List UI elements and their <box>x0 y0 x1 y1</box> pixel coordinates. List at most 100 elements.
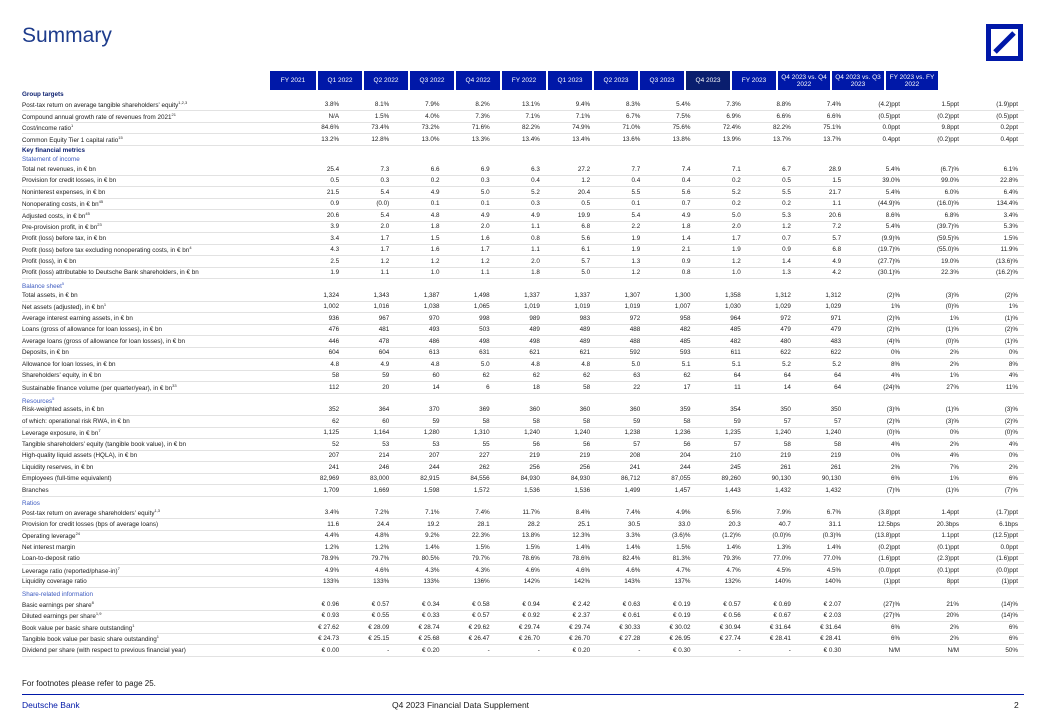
table-cell: 4.9 <box>345 358 396 371</box>
table-cell <box>697 281 747 290</box>
table-cell: N/M <box>906 644 965 657</box>
table-row: Basic earnings per share8 € 0.96 € 0.57 € 0… <box>22 599 1024 611</box>
table-cell <box>345 590 395 599</box>
table-cell: 983 <box>545 312 597 325</box>
table-cell: 1.5ppt <box>906 99 965 111</box>
table-cell: 1.2% <box>345 541 396 554</box>
table-cell: 71.0% <box>596 122 647 134</box>
table-cell <box>596 145 646 155</box>
table-cell: 241 <box>292 461 346 474</box>
table-cell: 58 <box>495 415 546 428</box>
table-cell: (0.2)ppt <box>847 541 907 554</box>
table-cell: 13.1% <box>495 99 546 111</box>
table-cell: 1,007 <box>646 301 697 314</box>
table-cell: 1.2 <box>746 221 797 233</box>
column-header: FY 2023 <box>732 71 776 90</box>
table-cell: (0.5)ppt <box>964 110 1024 123</box>
row-label-text: Group targets <box>22 91 64 99</box>
table-cell: 6.7% <box>596 110 647 123</box>
subsection-heading: Balance sheet5 <box>22 281 1024 290</box>
table-cell: 1.9 <box>696 244 747 256</box>
table-cell: 4.9% <box>646 507 697 520</box>
table-cell: (4.2)ppt <box>847 99 907 111</box>
row-label: Liquidity reserves, in € bn <box>22 461 293 474</box>
table-cell: 1.1 <box>495 244 546 256</box>
table-cell: 33.0 <box>646 518 697 531</box>
table-cell: 0% <box>847 450 907 463</box>
table-cell: 8% <box>847 358 907 371</box>
table-row: Average interest earning assets, in € bn… <box>22 312 1024 325</box>
table-cell: (2)% <box>964 324 1024 337</box>
row-label-text: Sustainable finance volume (per quarter/… <box>22 384 173 392</box>
table-cell: 4.3 <box>292 244 346 256</box>
table-cell: 25.4 <box>292 164 346 176</box>
table-cell: 6.6 <box>395 164 446 176</box>
column-header: Q2 2023 <box>594 71 638 90</box>
table-cell: 59 <box>596 415 647 428</box>
table-cell: € 25.15 <box>345 633 396 646</box>
table-cell: 87,055 <box>646 473 697 486</box>
table-cell: 137% <box>646 576 697 589</box>
table-cell: 1% <box>847 301 907 314</box>
table-cell: 219 <box>746 450 797 463</box>
column-header: Q1 2022 <box>318 71 362 90</box>
table-cell: (14)% <box>964 599 1024 611</box>
table-cell: 82.2% <box>746 122 797 134</box>
table-cell: 482 <box>696 335 747 348</box>
table-cell: 0.0ppt <box>847 122 907 134</box>
table-cell: 261 <box>796 461 848 474</box>
table-cell <box>697 396 747 405</box>
table-cell <box>345 145 395 155</box>
table-cell: 4.2 <box>796 267 848 279</box>
table-cell: (30.1)% <box>847 267 907 279</box>
table-row: Book value per basic share outstanding1 €… <box>22 621 1024 634</box>
table-cell: 19.2 <box>395 518 446 531</box>
table-row: Tangible book value per basic share outs… <box>22 633 1024 646</box>
row-label: Employees (full-time equivalent) <box>22 473 293 486</box>
table-cell <box>747 90 797 100</box>
table-cell: € 0.56 <box>696 610 747 623</box>
table-cell: 0.5 <box>545 198 597 210</box>
table-cell: 4.5% <box>796 564 848 577</box>
table-cell: 604 <box>292 347 346 360</box>
table-cell: 1,337 <box>495 290 546 302</box>
table-cell: 1,125 <box>292 427 346 440</box>
table-cell: 18 <box>495 381 546 394</box>
table-cell: 0.5 <box>292 175 346 187</box>
table-cell: 5.3% <box>964 221 1024 233</box>
table-cell: 7.4% <box>445 507 496 520</box>
table-cell: 1.1 <box>445 267 496 279</box>
table-cell: 6% <box>847 621 907 634</box>
table-row: Liquidity reserves, in € bn 241 246 244 262 2… <box>22 461 1024 474</box>
table-cell: 4.9 <box>395 186 446 199</box>
table-cell: 20.6 <box>796 209 848 222</box>
table-cell: 6.6% <box>746 110 797 123</box>
table-cell: 0.9 <box>746 244 797 256</box>
table-cell: 0% <box>964 347 1024 360</box>
table-cell: (3)% <box>964 404 1024 417</box>
table-cell: € 28.09 <box>345 621 396 634</box>
table-cell: (12.5)ppt <box>964 530 1024 543</box>
table-cell: 17 <box>646 381 697 394</box>
table-cell <box>747 590 797 599</box>
table-cell: 8% <box>964 358 1024 371</box>
table-row: Profit (loss) before tax excluding nonop… <box>22 244 1024 256</box>
table-cell: 0.8 <box>495 232 546 245</box>
deutsche-bank-logo <box>986 24 1023 61</box>
table-cell <box>546 499 596 508</box>
table-cell: 219 <box>495 450 546 463</box>
table-row: High-quality liquid assets (HQLA), in € … <box>22 450 1024 463</box>
table-cell: 13.6% <box>596 133 647 146</box>
table-cell: € 0.96 <box>292 599 346 611</box>
table-cell <box>847 281 906 290</box>
table-cell: 1.7 <box>345 244 396 256</box>
row-label-text: Pre-provision profit, in € bn <box>22 224 98 232</box>
row-label-text: Nonoperating costs, in € bn <box>22 201 99 209</box>
table-cell: 6.6% <box>796 110 848 123</box>
table-cell: 1% <box>906 312 965 325</box>
table-row: Cost/income ratio1 84.6% 73.4% 73.2% 71.6% 82… <box>22 122 1024 134</box>
table-cell <box>906 155 965 164</box>
table-cell: 13.4% <box>545 133 597 146</box>
footnote-marker: 21 <box>171 111 176 117</box>
table-cell: 8.6% <box>847 209 907 222</box>
